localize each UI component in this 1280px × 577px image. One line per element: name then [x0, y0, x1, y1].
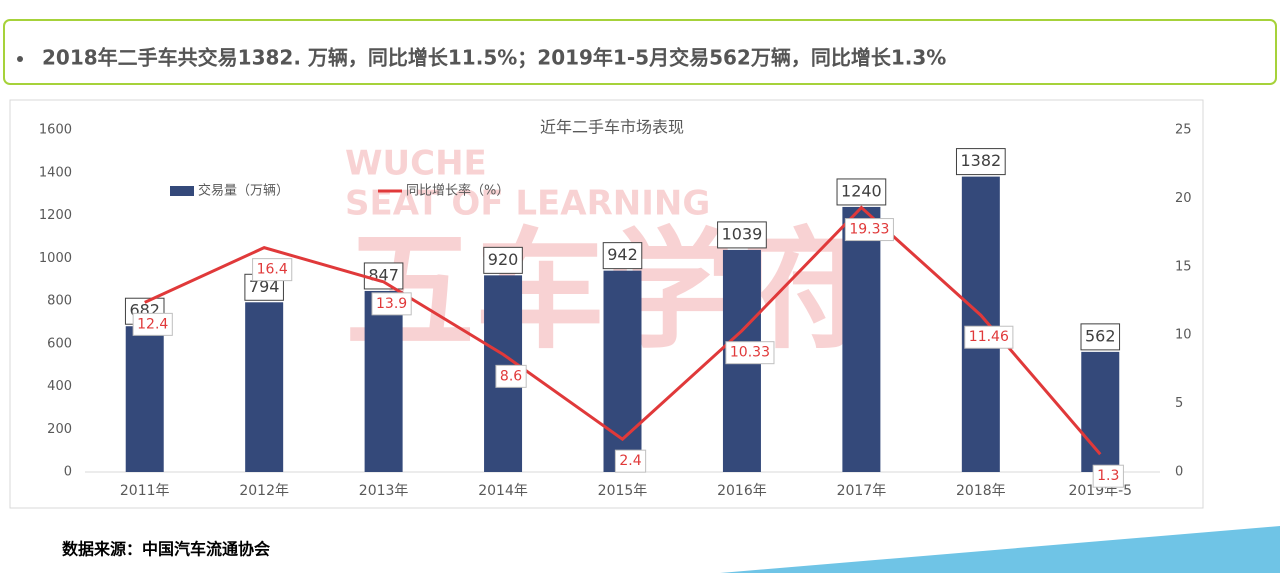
header-box — [3, 19, 1277, 85]
bar-label-box — [602, 242, 643, 270]
header-text: 2018年二手车共交易1382. 万辆，同比增长11.5%；2019年1-5月交… — [42, 46, 946, 70]
line-value-label: 16.4 — [257, 262, 288, 278]
bar — [245, 302, 284, 472]
line-label-box — [844, 218, 894, 242]
bar — [842, 206, 881, 472]
y-tick-label: 1600 — [39, 123, 72, 138]
line-label-box — [725, 341, 775, 365]
y2-tick-label: 15 — [1175, 259, 1192, 274]
y-tick-label: 0 — [64, 465, 72, 480]
bar — [364, 290, 403, 472]
y-tick-label: 600 — [47, 336, 72, 351]
decor-stripe — [720, 526, 1280, 573]
bar — [125, 326, 164, 472]
bar-value-label: 1039 — [722, 224, 763, 243]
y2-tick-label: 25 — [1175, 123, 1192, 138]
y-tick-label: 1000 — [39, 251, 72, 266]
y2-tick-label: 10 — [1175, 328, 1192, 343]
x-tick-label: 2014年 — [478, 483, 528, 499]
x-tick-label: 2012年 — [239, 483, 289, 499]
x-tick-label: 2018年 — [956, 483, 1006, 499]
line-label-box — [1092, 464, 1124, 488]
bar-label-box — [717, 221, 767, 249]
line-value-label: 1.3 — [1097, 468, 1119, 484]
line-value-label: 11.46 — [969, 329, 1009, 345]
growth-line — [144, 205, 1102, 456]
bar-label-box — [955, 148, 1006, 176]
line-label-box — [964, 325, 1014, 349]
bar-value-label: 920 — [488, 250, 519, 269]
y-tick-label: 1200 — [39, 208, 72, 223]
bar-value-label: 1240 — [841, 181, 882, 200]
line-value-label: 10.33 — [730, 345, 770, 361]
x-tick-label: 2011年 — [120, 483, 170, 499]
watermark-text: SEAT OF LEARNING — [345, 184, 710, 224]
bullet — [17, 56, 23, 62]
line-label-box — [132, 312, 173, 336]
x-tick-label: 2016年 — [717, 483, 767, 499]
y-tick-label: 200 — [47, 422, 72, 437]
bar-value-label: 1382 — [960, 151, 1001, 170]
bar-label-box — [363, 262, 404, 290]
line-value-label: 19.33 — [849, 222, 889, 238]
bar — [603, 270, 642, 472]
bar-label-box — [483, 246, 523, 274]
bar-label-box — [1080, 323, 1121, 351]
legend-label: 交易量（万辆） — [198, 183, 289, 199]
bar-label-box — [836, 178, 887, 206]
line-label-box — [252, 258, 293, 282]
y-tick-label: 1400 — [39, 165, 72, 180]
y2-tick-label: 0 — [1175, 465, 1183, 480]
y-tick-label: 400 — [47, 379, 72, 394]
bar-value-label: 942 — [607, 245, 638, 264]
line-label-box — [614, 449, 647, 473]
bar — [961, 176, 1000, 472]
watermark-text: WUCHE — [345, 144, 487, 184]
line-label-box — [371, 292, 412, 316]
line-value-label: 8.6 — [500, 368, 522, 384]
legend-label: 同比增长率（%） — [406, 183, 509, 199]
bar-value-label: 794 — [249, 277, 280, 296]
x-tick-label: 2013年 — [359, 483, 409, 499]
chart-title: 近年二手车市场表现 — [540, 118, 684, 137]
y-tick-label: 800 — [47, 294, 72, 309]
y2-tick-label: 20 — [1175, 191, 1192, 206]
footer-text: 数据来源：中国汽车流通协会 — [62, 540, 270, 559]
y2-tick-label: 5 — [1175, 396, 1183, 411]
line-value-label: 13.9 — [376, 296, 407, 312]
x-tick-label: 2015年 — [598, 483, 648, 499]
x-tick-label: 2017年 — [837, 483, 887, 499]
line-value-label: 2.4 — [619, 453, 641, 469]
legend-swatch — [170, 186, 194, 196]
line-value-label: 12.4 — [137, 316, 168, 332]
line-label-box — [495, 364, 527, 388]
bar-value-label: 562 — [1085, 326, 1116, 345]
